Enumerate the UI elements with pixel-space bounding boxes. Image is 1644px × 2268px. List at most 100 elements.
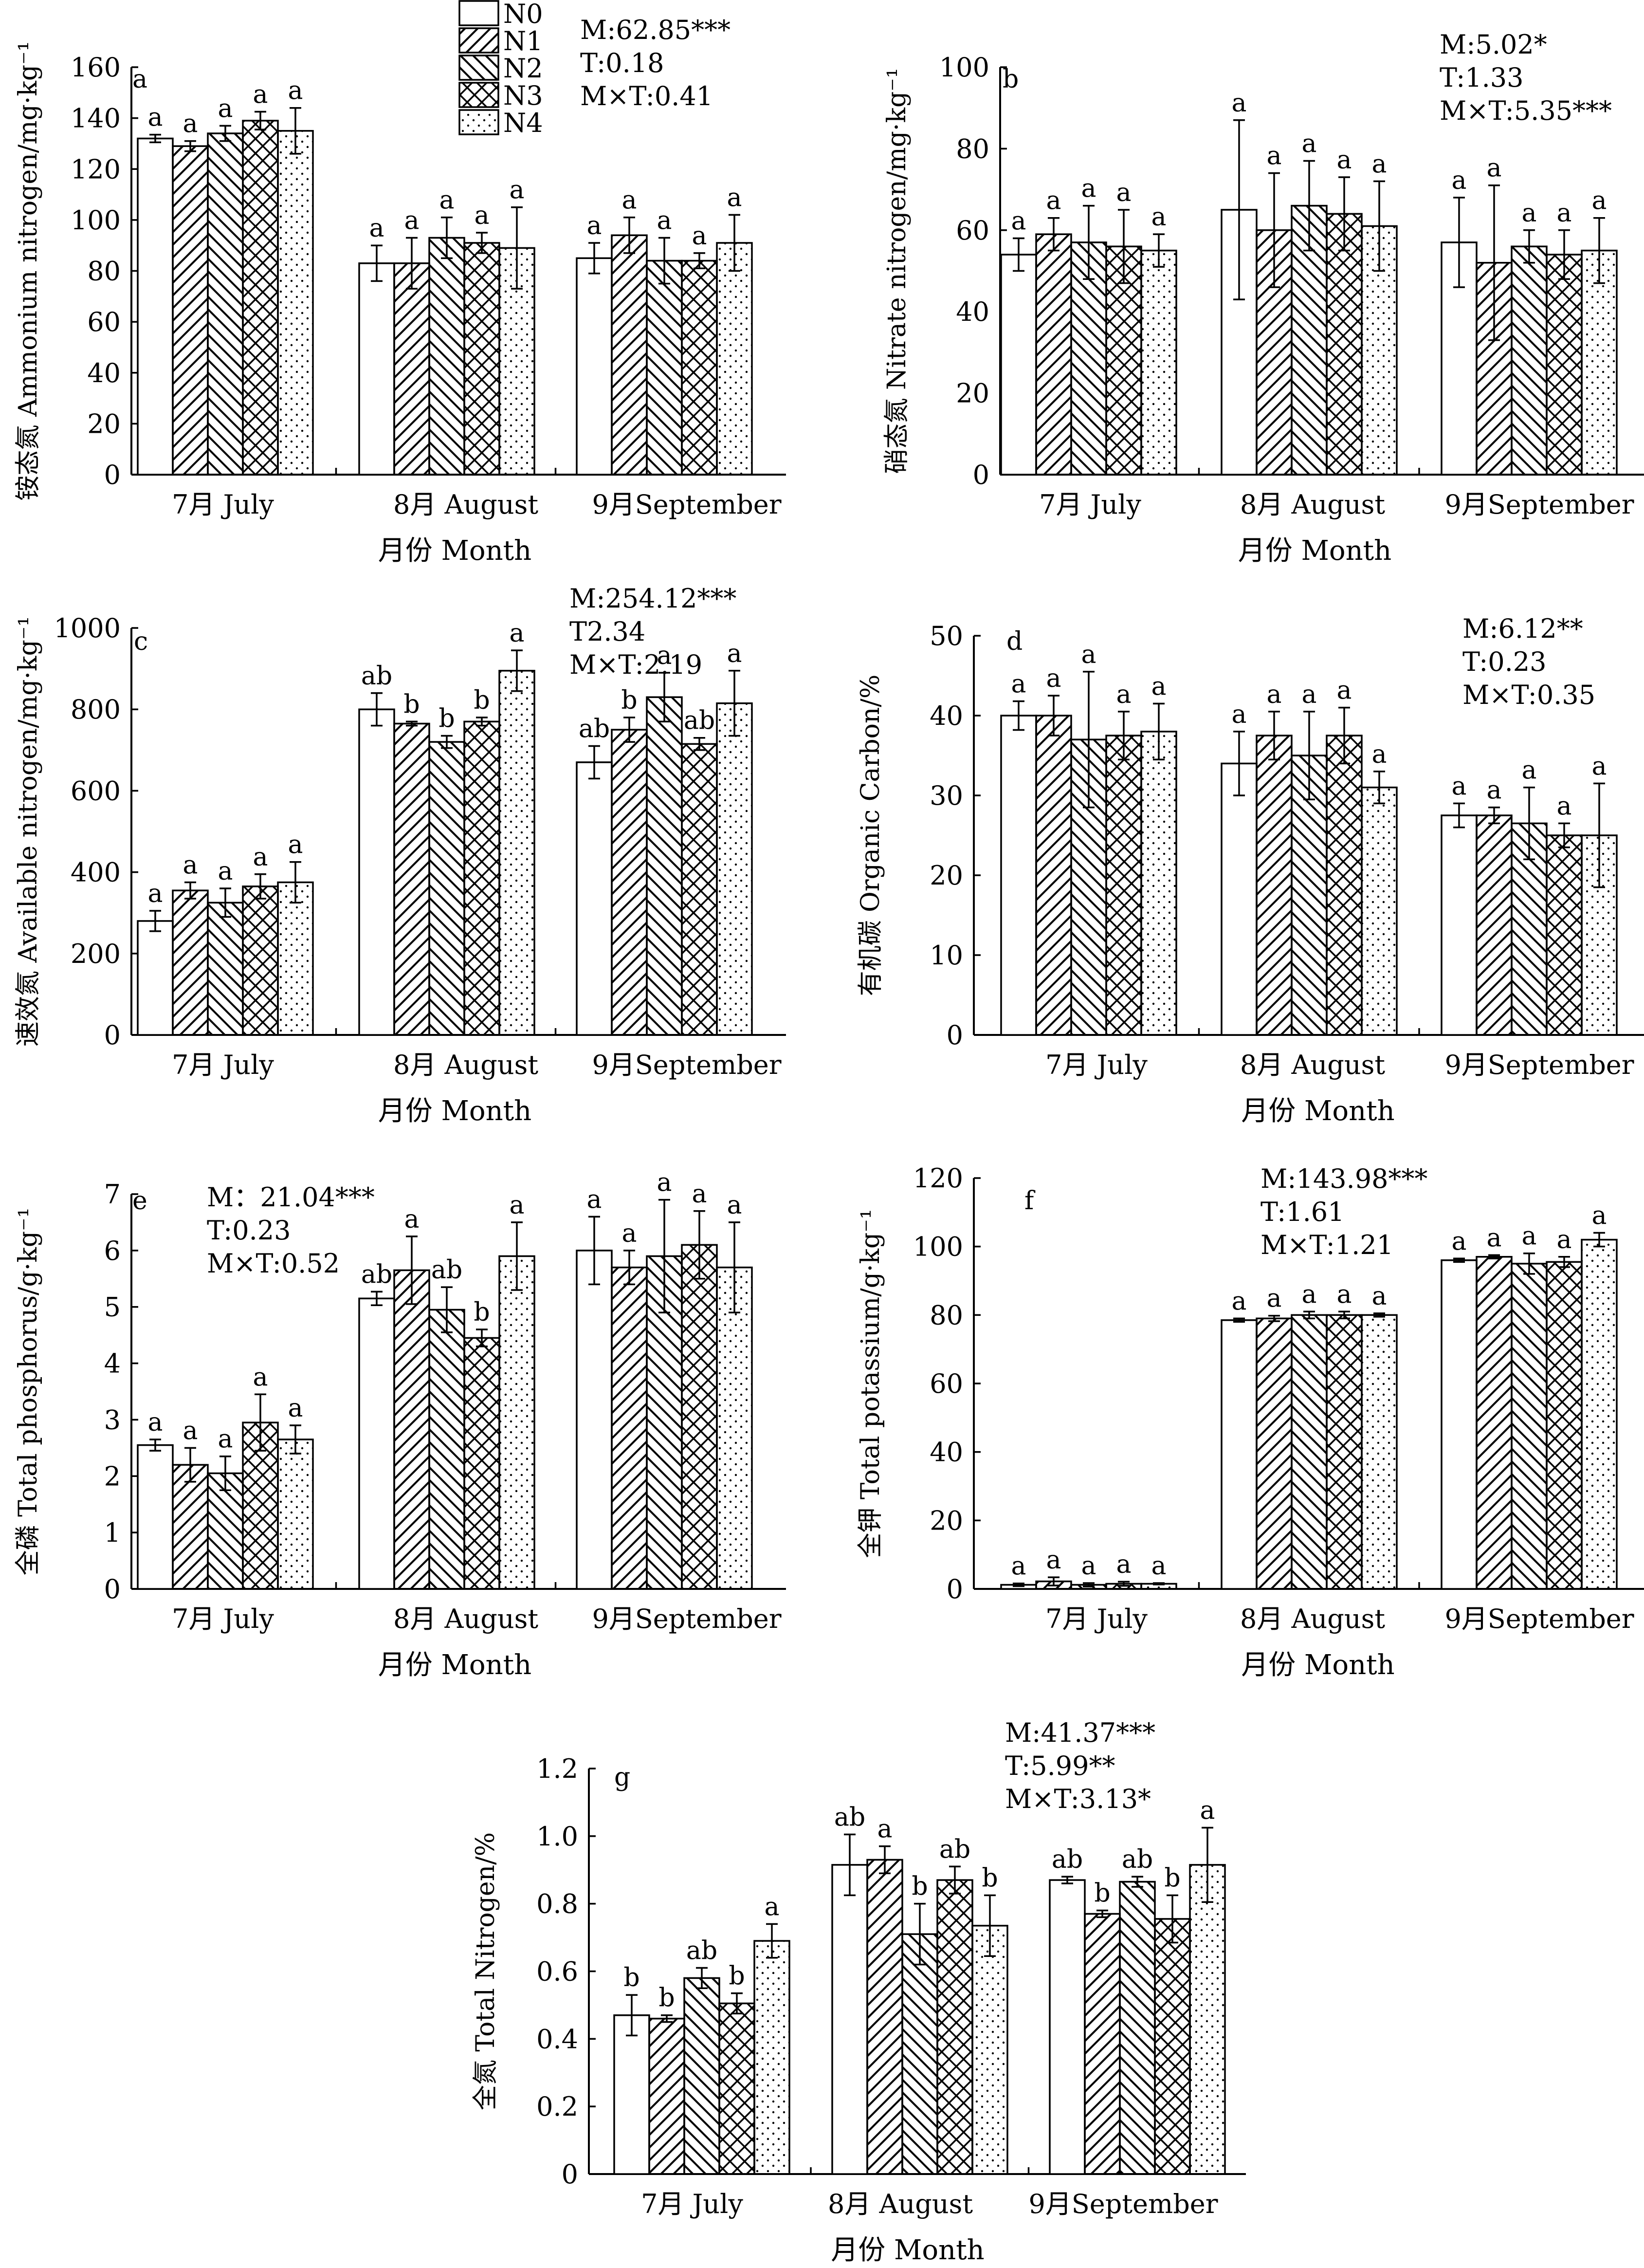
bar-n2 (207, 902, 244, 1036)
significance-letter: a (1011, 1552, 1026, 1581)
x-category-label: 8月 August (393, 1604, 538, 1634)
panel-label: f (1024, 1186, 1036, 1216)
y-tick-label: 60 (87, 307, 121, 337)
x-category-label: 7月 July (172, 1050, 274, 1080)
significance-letter: a (1266, 142, 1281, 171)
y-tick-label: 50 (930, 621, 963, 651)
y-tick-label: 20 (930, 860, 963, 891)
x-category-label: 7月 July (1045, 1604, 1148, 1634)
x-category-label: 7月 July (1045, 1050, 1148, 1080)
y-tick-label: 0.6 (536, 1956, 578, 1987)
bar-n4 (1581, 249, 1618, 476)
significance-letter: a (1591, 186, 1607, 216)
y-tick-label: 20 (87, 408, 121, 439)
legend-swatch-n0 (458, 0, 499, 26)
bar-n2 (207, 132, 244, 476)
x-axis-title: 月份 Month (378, 1649, 532, 1681)
y-tick-label: 1 (104, 1517, 121, 1548)
significance-letter: b (474, 1298, 490, 1327)
significance-letter: a (253, 843, 268, 872)
x-category-label: 7月 July (641, 2189, 743, 2219)
y-tick-label: 30 (930, 780, 963, 811)
y-tick-label: 0 (562, 2159, 578, 2190)
y-tick-label: 0 (947, 1020, 963, 1051)
bar-n4 (1189, 1864, 1226, 2175)
significance-letter: a (657, 641, 672, 670)
significance-letter: a (1336, 1280, 1352, 1309)
x-category-label: 7月 July (172, 489, 274, 520)
bar-n0 (613, 2014, 650, 2175)
bar-n3 (1154, 1918, 1191, 2175)
significance-letter: a (1451, 1227, 1466, 1256)
chart-g: 0 0.2 0.4 0.6 0.8 1.0 1.2 7月 July 8月 August 9月Sep… (471, 1717, 1246, 2266)
bar-n2 (428, 237, 465, 476)
y-tick-label: 40 (930, 1437, 963, 1468)
significance-letter: a (1336, 146, 1352, 175)
y-tick-label: 400 (71, 857, 121, 888)
chart-e: 0 1 2 3 4 5 6 7 7月 July 8月 August 9月September 月份 Mo… (14, 1168, 786, 1681)
significance-letter: b (912, 1872, 928, 1901)
significance-letter: ab (1052, 1845, 1083, 1874)
bar-n1 (393, 262, 430, 476)
significance-letter: a (1521, 199, 1536, 228)
stats-text: M×T:0.52 (207, 1248, 340, 1279)
bar-n4 (277, 130, 314, 476)
significance-letter: a (727, 183, 742, 212)
stats-text: T:0.23 (1462, 646, 1547, 677)
significance-letter: a (1231, 700, 1246, 729)
y-axis-title: 铵态氮 Ammonium nitrogen/mg·kg⁻¹ (14, 41, 43, 501)
bar-n4 (277, 881, 314, 1036)
y-tick-label: 80 (930, 1300, 963, 1330)
stats-text: M:62.85*** (580, 15, 731, 45)
stats-text: T:0.18 (580, 48, 664, 78)
significance-letter: a (253, 1363, 268, 1392)
bar-n3 (1105, 735, 1142, 1036)
bar-n0 (1221, 1319, 1258, 1590)
significance-letter: a (1486, 1223, 1501, 1253)
x-category-label: 8月 August (393, 1050, 538, 1080)
significance-letter: b (403, 690, 420, 719)
bar-n4 (498, 247, 535, 476)
y-tick-label: 7 (104, 1179, 121, 1210)
significance-letter: a (509, 176, 524, 205)
significance-letter: a (1081, 640, 1096, 669)
x-category-label: 9月September (592, 489, 781, 520)
chart-a: 0 20 40 60 80 100 120 140 160 7月 July 8月 August 9月S… (14, 15, 786, 567)
x-category-label: 8月 August (1240, 489, 1385, 520)
bar-n2 (646, 1255, 683, 1590)
significance-letter: b (1164, 1863, 1180, 1893)
significance-letter: a (404, 206, 419, 235)
significance-letter: a (183, 110, 198, 139)
bar-n0 (358, 708, 395, 1036)
y-tick-label: 120 (71, 154, 121, 184)
significance-letter: a (1451, 772, 1466, 801)
bar-n4 (753, 1940, 790, 2175)
bar-n2 (1511, 1263, 1548, 1590)
y-tick-label: 40 (930, 701, 963, 731)
x-axis-title: 月份 Month (1241, 1095, 1395, 1127)
significance-letter: a (657, 1168, 672, 1198)
significance-letter: a (621, 186, 637, 215)
y-tick-label: 0 (947, 1574, 963, 1604)
x-category-label: 9月September (1444, 489, 1634, 520)
bar-n1 (1084, 1913, 1121, 2175)
significance-letter: a (1081, 174, 1096, 203)
chart-f: 0 20 40 60 80 100 120 7月 July 8月 August 9月Septemb… (856, 1163, 1644, 1681)
significance-letter: a (183, 851, 198, 880)
significance-letter: a (1486, 154, 1501, 183)
y-tick-label: 0 (104, 1020, 121, 1051)
significance-letter: a (764, 1892, 779, 1921)
significance-letter: a (509, 619, 524, 648)
bar-n1 (172, 145, 209, 476)
x-category-label: 7月 July (1039, 489, 1141, 520)
significance-letter: a (1116, 1550, 1131, 1579)
x-category-label: 8月 August (1240, 1604, 1385, 1634)
x-category-label: 8月 August (393, 489, 538, 520)
bar-n2 (428, 1309, 465, 1590)
y-axis-title: 全钾 Total potassium/g·kg⁻¹ (856, 1209, 885, 1558)
bar-n3 (681, 259, 718, 476)
bar-n3 (681, 743, 718, 1036)
bar-n1 (1256, 1317, 1293, 1590)
stats-text: M:41.37*** (1005, 1717, 1155, 1748)
